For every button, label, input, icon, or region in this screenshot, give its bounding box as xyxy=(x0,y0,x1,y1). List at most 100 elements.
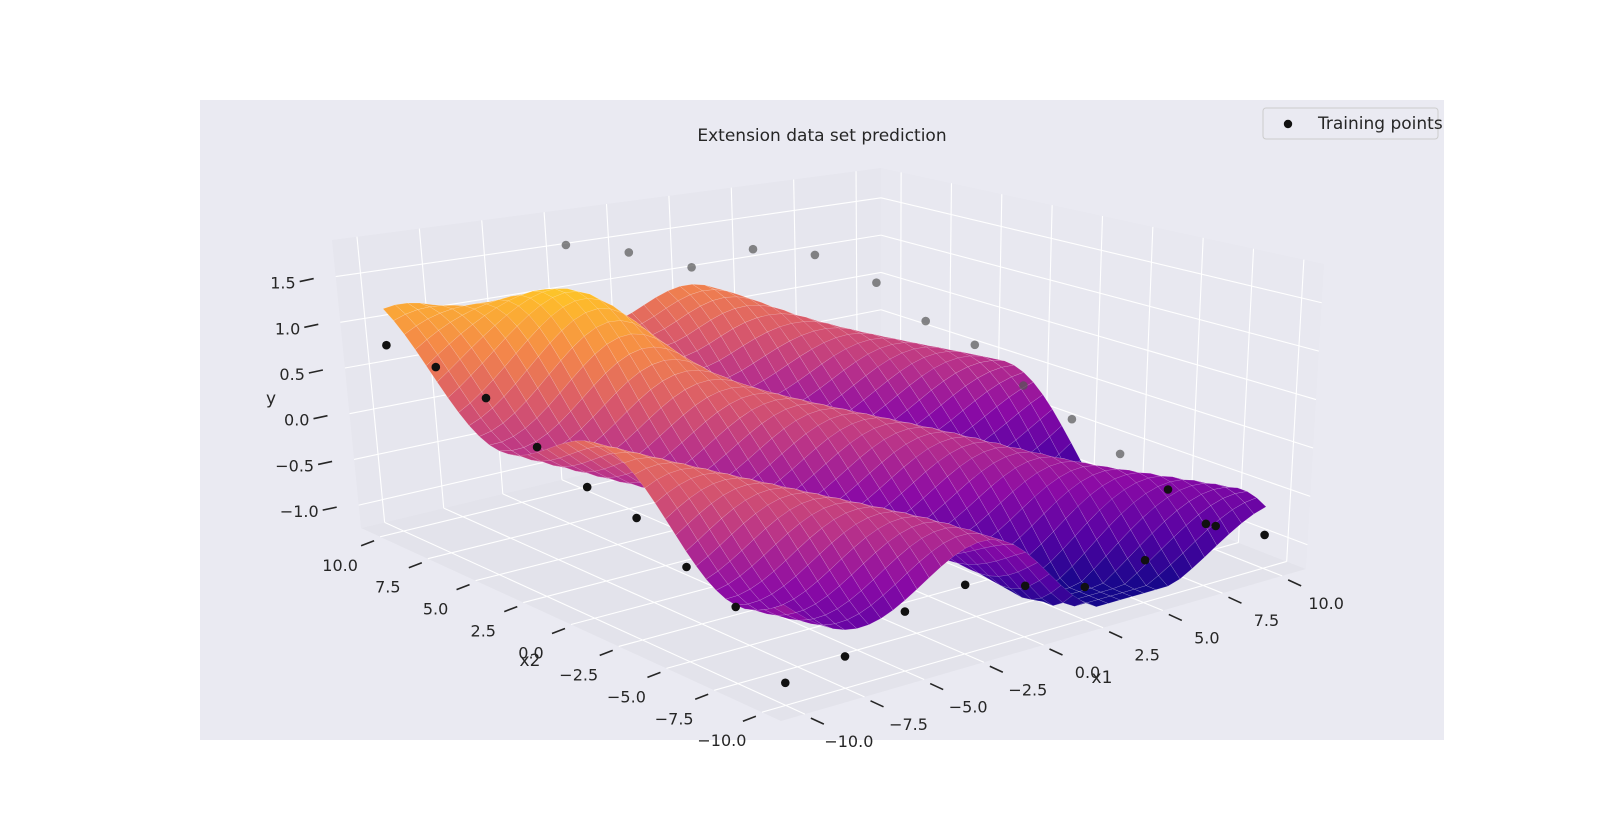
surface-patch xyxy=(1017,451,1041,462)
training-point xyxy=(1115,449,1125,459)
z-grid-line xyxy=(880,197,1322,304)
surface-patch xyxy=(1124,572,1147,590)
surface-patch xyxy=(688,305,711,329)
z-grid-line xyxy=(880,234,1319,352)
surface-patch xyxy=(719,534,743,562)
surface-patch xyxy=(921,368,944,391)
training-point xyxy=(1211,521,1220,531)
surface-patch xyxy=(741,539,765,567)
surface-patch xyxy=(451,305,475,316)
surface-patch xyxy=(518,297,541,316)
training-point xyxy=(687,263,696,272)
x1-axis-label: x1 xyxy=(1092,668,1113,688)
z-tick-label: 1.5 xyxy=(270,274,295,293)
surface-patch xyxy=(693,421,717,449)
surface-patch xyxy=(460,324,484,348)
surface-patch xyxy=(712,479,736,496)
surface-patch xyxy=(763,607,788,616)
x2-tick-mark xyxy=(503,605,518,613)
x2-tick-mark xyxy=(694,693,709,701)
surface-patch xyxy=(1050,585,1074,603)
surface-patch xyxy=(468,417,492,437)
surface-patch xyxy=(964,549,987,565)
surface-patch xyxy=(613,451,637,464)
surface-patch xyxy=(1006,412,1029,441)
surface-patch xyxy=(604,446,628,454)
surface-patch xyxy=(947,351,971,359)
surface-patch xyxy=(625,429,649,457)
training-point xyxy=(810,250,820,260)
surface-patch xyxy=(502,412,526,437)
surface-patch xyxy=(1195,529,1218,558)
surface-patch xyxy=(641,346,665,365)
surface-patch xyxy=(1085,599,1109,608)
x1-tick-label: −5.0 xyxy=(949,698,988,717)
training-point xyxy=(532,442,542,452)
surface-patch xyxy=(654,493,678,520)
x2-tick-label: −2.5 xyxy=(559,665,598,684)
surface-patch xyxy=(644,479,668,504)
surface-patch xyxy=(973,441,997,453)
surface-patch xyxy=(597,308,622,323)
x2-tick-mark xyxy=(360,540,375,547)
surface-patch xyxy=(695,397,718,422)
x1-tick-mark xyxy=(1287,579,1302,587)
training-point xyxy=(1019,381,1028,390)
surface-patch xyxy=(747,448,771,475)
surface-patch xyxy=(647,435,671,463)
surface-patch xyxy=(1015,461,1038,482)
surface-patch xyxy=(442,305,465,310)
surface-patch xyxy=(700,483,724,504)
training-point xyxy=(624,248,634,257)
training-point xyxy=(1080,582,1090,592)
x1-tick-label: 0.0 xyxy=(1075,663,1100,682)
legend[interactable]: Training points xyxy=(1262,107,1443,140)
z-tick-label: 0.5 xyxy=(279,365,304,384)
surface-patch xyxy=(604,392,628,424)
z-axis-label: y xyxy=(266,389,276,409)
training-point xyxy=(1260,530,1269,540)
surface-patch xyxy=(932,502,955,529)
x1-tick-mark xyxy=(1168,613,1183,622)
surface-patch xyxy=(1039,456,1062,467)
surface-patch xyxy=(919,551,942,579)
surface-patch xyxy=(727,417,751,444)
x2-tick-label: −5.0 xyxy=(607,687,646,706)
training-points xyxy=(382,240,1269,688)
x1-tick-label: −7.5 xyxy=(889,715,928,734)
surface-patch xyxy=(677,498,700,525)
surface-patch xyxy=(1097,595,1121,604)
surface-patch xyxy=(1017,567,1040,587)
surface-patch xyxy=(1029,580,1052,599)
surface-patch xyxy=(704,284,728,292)
training-point xyxy=(1201,519,1211,529)
surface-patch xyxy=(844,409,867,415)
training-point xyxy=(872,278,881,288)
surface-patch xyxy=(683,405,706,433)
x2-tick-label: −10.0 xyxy=(697,731,746,750)
z-grid-line xyxy=(880,271,1317,401)
x1-tick-mark xyxy=(870,700,884,708)
z-tick-mark xyxy=(304,323,319,329)
x1-tick-label: −2.5 xyxy=(1008,680,1047,699)
z-grid-line xyxy=(335,197,882,278)
x2-tick-mark xyxy=(647,671,661,679)
surface-patch xyxy=(1027,562,1050,581)
prediction-surface xyxy=(382,283,1267,631)
z-tick-label: −0.5 xyxy=(275,456,314,475)
x2-tick-label: 0.0 xyxy=(518,644,543,663)
surface-patch xyxy=(933,527,957,544)
side-pane xyxy=(881,168,1324,569)
surface-patch xyxy=(720,328,744,354)
surface-patch xyxy=(484,307,507,326)
axis-ticks: −10.0−7.5−5.0−2.50.02.55.07.510.0−10.0−7… xyxy=(270,274,1344,752)
z-grid-line xyxy=(880,309,1314,449)
surface-patch xyxy=(1109,592,1133,601)
surface-patch xyxy=(684,383,708,406)
z-tick-label: 1.0 xyxy=(275,319,300,338)
training-point xyxy=(431,362,441,372)
surface-patch xyxy=(850,328,873,335)
training-point xyxy=(632,513,641,523)
surface-patch xyxy=(394,302,419,315)
